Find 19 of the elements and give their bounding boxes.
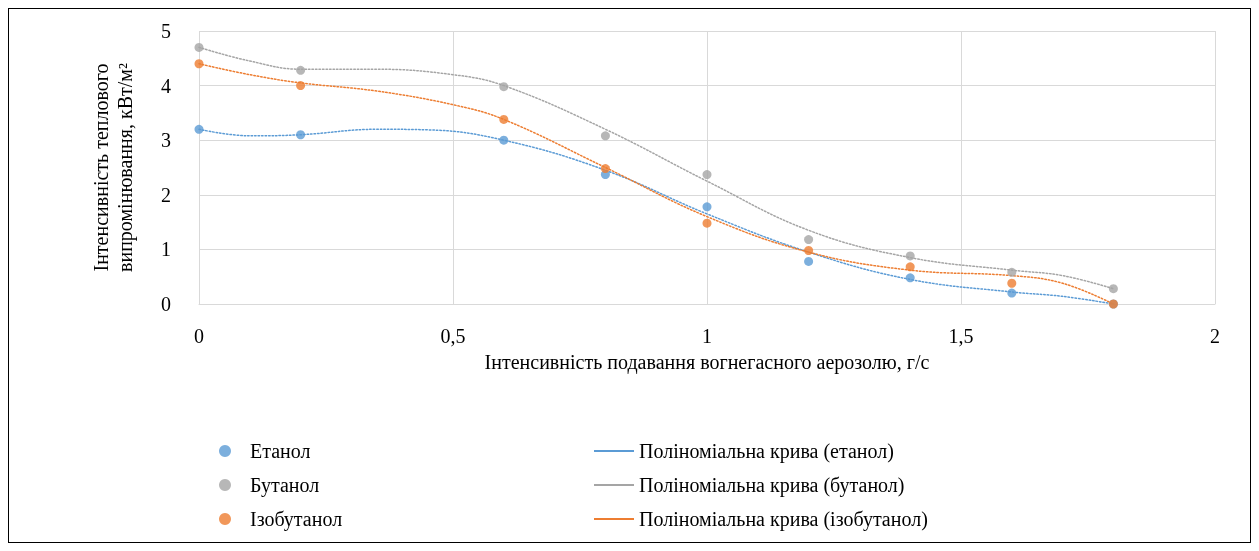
x-tick-label: 1 [702,325,712,347]
x-axis-title: Інтенсивність подавання вогнегасного аерозолю, г/с [484,351,930,374]
y-tick-label: 5 [161,20,171,42]
y-axis-title: Інтенсивність теплового випромінювання, кВт/м² [90,63,137,272]
legend-label: Поліноміальна крива (ізобутанол) [639,508,928,531]
legend-label: Поліноміальна крива (етанол) [639,440,894,463]
y-tick-label: 4 [161,74,171,97]
y-tick-label: 2 [161,183,171,206]
y-tick-label: 3 [161,129,171,152]
legend-label: Ізобутанол [250,508,343,531]
legend-label: Етанол [250,440,311,462]
x-tick-label: 2 [1210,325,1220,347]
x-tick-label: 0 [194,325,204,347]
y-tick-label: 1 [161,238,171,261]
x-tick-label: 1,5 [948,325,974,347]
legend-label: Поліноміальна крива (бутанол) [639,474,905,497]
x-tick-label: 0,5 [440,325,466,347]
legend-label: Бутанол [250,474,320,497]
y-tick-label: 0 [161,293,171,315]
